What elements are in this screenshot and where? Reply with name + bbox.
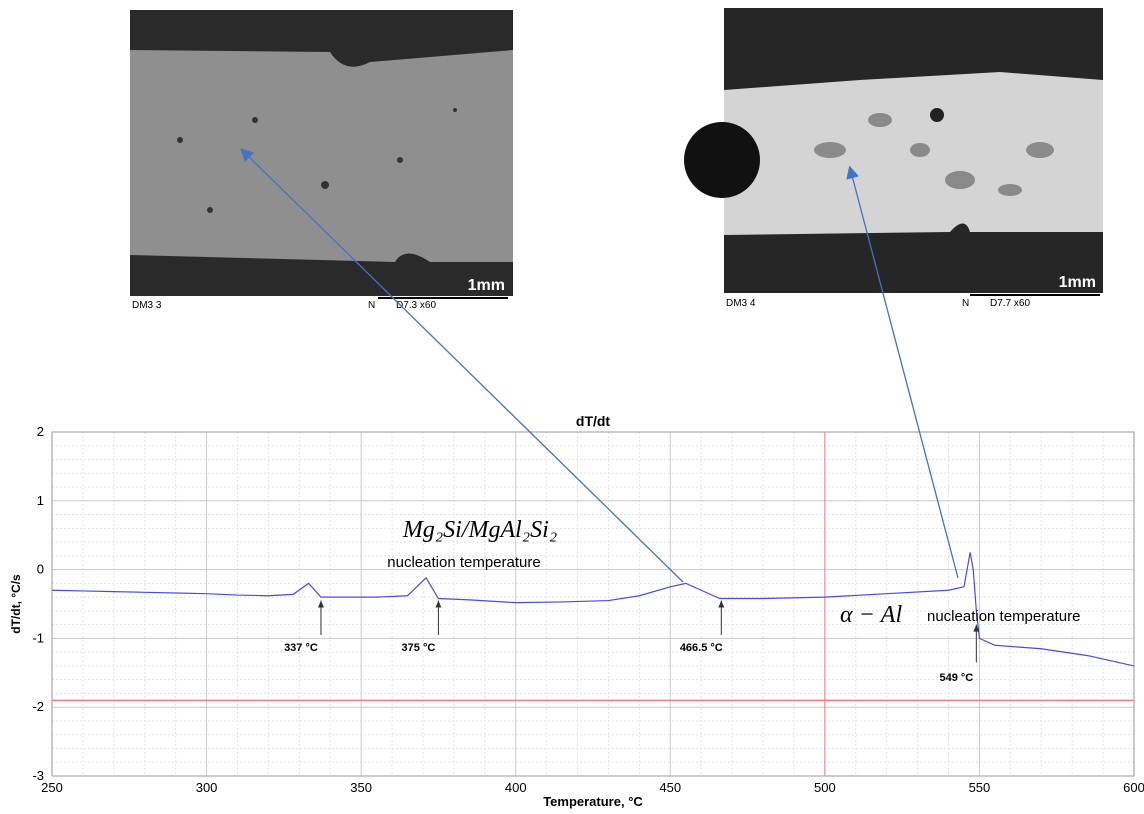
figure: 1mm DM3 3 N D7.3 x60 1mm DM3 4 N D7.7 x6… xyxy=(0,0,1144,809)
annotation-label: 466.5 °C xyxy=(680,642,723,654)
plot-frame xyxy=(52,432,1134,776)
arrow-head xyxy=(718,601,724,608)
y-tick-label: -2 xyxy=(32,699,44,714)
micrograph: 1mm DM3 3 N D7.3 x60 xyxy=(130,10,513,311)
arrow-head xyxy=(435,601,441,608)
plot: dT/dt Temperature, °C dT/dt, °C/s 250 300 350… xyxy=(9,413,1144,809)
scale-label: 1mm xyxy=(1059,274,1096,291)
x-tick-label: 550 xyxy=(969,780,991,795)
chart-title: dT/dt xyxy=(576,413,611,429)
annotation-label: 337 °C xyxy=(284,642,318,654)
x-tick-label: 500 xyxy=(814,780,836,795)
arrow-head xyxy=(318,601,324,608)
x-tick-label: 300 xyxy=(196,780,218,795)
annotation-label: 549 °C xyxy=(939,672,973,684)
y-tick-label: 2 xyxy=(37,424,44,439)
x-tick-label: 350 xyxy=(350,780,372,795)
x-tick-label: 600 xyxy=(1123,780,1144,795)
y-axis-label: dT/dt, °C/s xyxy=(9,574,23,634)
y-tick-label: -3 xyxy=(32,768,44,783)
caption: DM3 4 xyxy=(726,298,756,309)
y-tick-label: 1 xyxy=(37,493,44,508)
phase-label: nucleation temperature xyxy=(387,554,540,571)
phase-formula: α − Al xyxy=(840,602,902,628)
x-tick-label: 250 xyxy=(41,780,63,795)
x-tick-label: 400 xyxy=(505,780,527,795)
y-tick-label: -1 xyxy=(32,630,44,645)
annotation-label: 375 °C xyxy=(402,642,436,654)
caption: N xyxy=(368,300,375,311)
y-tick-label: 0 xyxy=(37,562,44,577)
caption: N xyxy=(962,298,969,309)
x-tick-label: 450 xyxy=(659,780,681,795)
x-axis-label: Temperature, °C xyxy=(543,794,643,809)
phase-formula: Mg₂Si/MgAl₂Si₂ xyxy=(402,517,557,543)
caption: DM3 3 xyxy=(132,300,162,311)
scale-label: 1mm xyxy=(468,277,505,294)
caption: D7.7 x60 xyxy=(990,298,1030,309)
caption: D7.3 x60 xyxy=(396,300,436,311)
micrograph: 1mm DM3 4 N D7.7 x60 xyxy=(684,8,1103,309)
phase-label: nucleation temperature xyxy=(927,608,1080,625)
